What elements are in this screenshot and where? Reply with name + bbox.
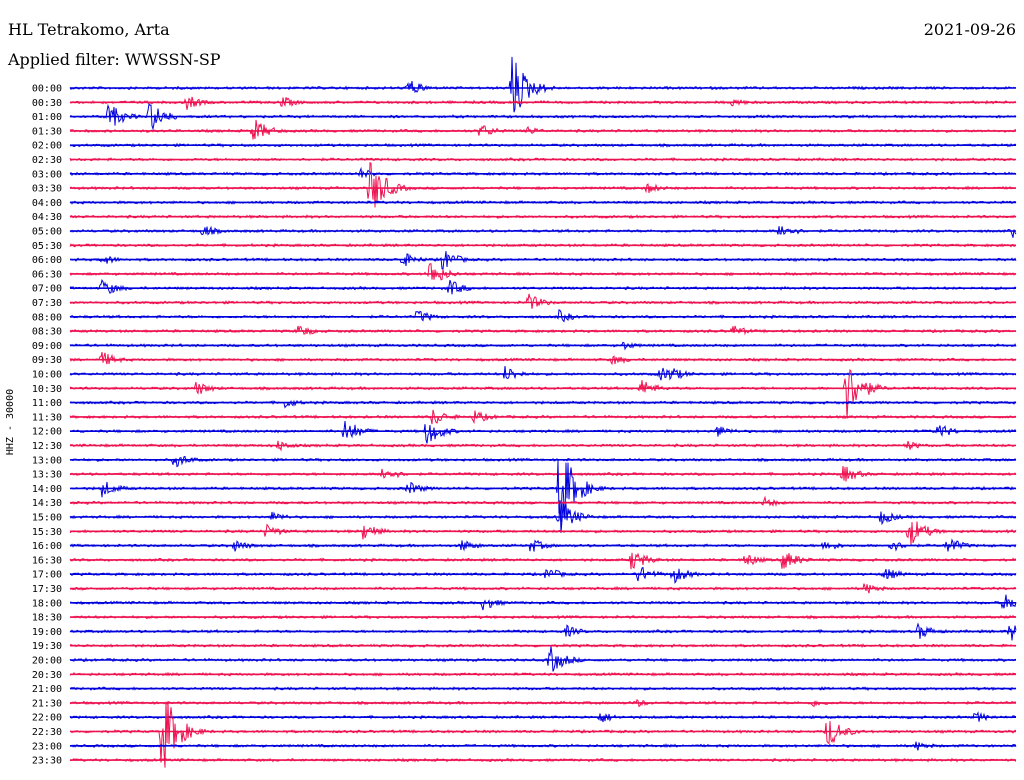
row-label-1630: 16:30 [32,555,62,566]
trace-row-1430 [69,495,1017,507]
trace-row-0030 [69,96,1017,110]
row-label-1030: 10:30 [32,384,62,395]
row-label-1230: 12:30 [32,441,62,452]
row-label-1730: 17:30 [32,584,62,595]
row-label-1400: 14:00 [32,484,62,495]
row-label-2230: 22:30 [32,727,62,738]
trace-row-2000 [69,646,1017,672]
trace-row-1700 [69,566,1017,584]
trace-row-2230 [70,701,1017,768]
row-label-1430: 14:30 [32,498,62,509]
row-label-0430: 04:30 [32,212,62,223]
row-label-0600: 06:00 [32,255,62,266]
row-label-0100: 01:00 [32,112,62,123]
row-label-0530: 05:30 [32,241,62,252]
trace-row-0930 [69,351,1017,366]
row-label-2300: 23:00 [32,741,62,752]
row-label-1330: 13:30 [32,470,62,481]
trace-row-0800 [69,309,1017,323]
row-label-1200: 12:00 [32,427,62,438]
date-label: 2021-09-26 [923,20,1016,39]
row-label-0130: 01:30 [32,126,62,137]
trace-row-1900 [69,622,1017,641]
row-label-0300: 03:00 [32,169,62,180]
row-label-1830: 18:30 [32,613,62,624]
row-label-2030: 20:30 [32,670,62,681]
row-label-1700: 17:00 [32,570,62,581]
trace-row-0630 [69,263,1017,281]
trace-row-1030 [69,368,1017,419]
row-label-0630: 06:30 [32,269,62,280]
row-label-2100: 21:00 [32,684,62,695]
row-label-0230: 02:30 [32,155,62,166]
trace-row-1530 [69,521,1017,545]
row-label-0930: 09:30 [32,355,62,366]
row-label-2330: 23:30 [32,756,62,767]
row-label-1000: 10:00 [32,370,62,381]
filter-subtitle: Applied filter: WWSSN-SP [8,50,221,69]
trace-row-1000 [69,365,1017,381]
row-label-2130: 21:30 [32,698,62,709]
row-label-0330: 03:30 [32,184,62,195]
row-label-0730: 07:30 [32,298,62,309]
trace-row-0000 [69,56,1017,113]
row-label-1500: 15:00 [32,513,62,524]
row-label-1300: 13:00 [32,455,62,466]
row-label-0830: 08:30 [32,327,62,338]
row-label-1930: 19:30 [32,641,62,652]
station-title: HL Tetrakomo, Arta [8,20,170,39]
row-label-1130: 11:30 [32,412,62,423]
trace-row-1300 [69,455,1017,468]
row-label-1100: 11:00 [32,398,62,409]
trace-row-0700 [69,278,1017,295]
row-label-1600: 16:00 [32,541,62,552]
trace-row-1630 [69,552,1017,570]
row-label-0400: 04:00 [32,198,62,209]
row-label-1530: 15:30 [32,527,62,538]
trace-row-0130 [69,119,1016,140]
row-label-2200: 22:00 [32,713,62,724]
row-label-0700: 07:00 [32,284,62,295]
trace-row-0730 [69,293,1017,309]
trace-group [69,56,1017,768]
row-label-1800: 18:00 [32,598,62,609]
row-label-0030: 00:30 [32,98,62,109]
y-axis-label: HHZ - 30000 [5,389,16,455]
row-time-labels: 00:00 00:30 01:00 01:30 02:00 02:30 03:00 03:30… [32,84,62,767]
row-label-0000: 00:00 [32,84,62,95]
row-label-0500: 05:00 [32,227,62,238]
row-label-0900: 09:00 [32,341,62,352]
row-label-0200: 02:00 [32,141,62,152]
row-label-2000: 20:00 [32,656,62,667]
row-label-0800: 08:00 [32,312,62,323]
trace-row-0500 [69,225,1017,238]
trace-row-1200 [69,420,1017,444]
row-label-1900: 19:00 [32,627,62,638]
trace-row-1400 [70,460,1017,523]
trace-row-0830 [69,325,1017,336]
